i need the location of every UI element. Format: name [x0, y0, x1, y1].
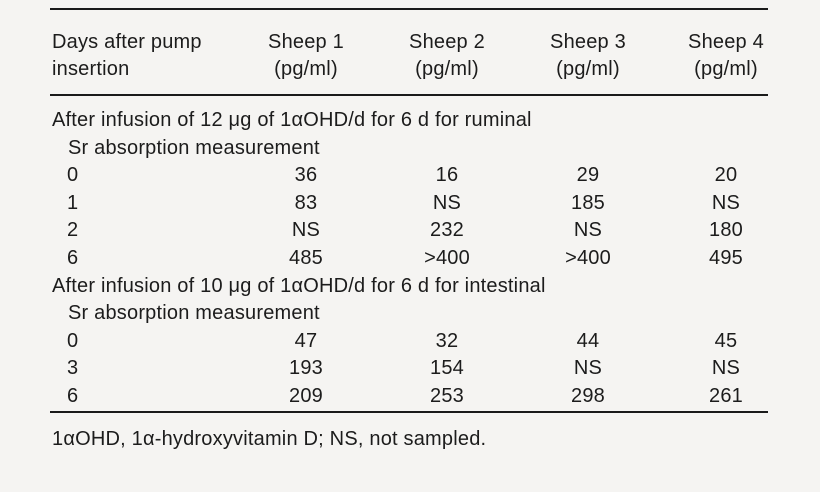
header-sheep-4-unit: (pg/ml): [694, 58, 758, 80]
header-sheep-4: Sheep 4 (pg/ml): [658, 29, 794, 83]
table-header-rule: [50, 94, 768, 96]
table-row: 3 193 154 NS NS: [50, 355, 794, 383]
value-cell: 253: [430, 384, 464, 407]
section-2-title-row: After infusion of 10 μg of 1αOHD/d for 6…: [50, 273, 794, 301]
section-1-subtitle: Sr absorption measurement: [68, 136, 320, 159]
value-cell: 154: [430, 357, 464, 380]
header-sheep-3: Sheep 3 (pg/ml): [518, 29, 658, 83]
value-cell: 32: [435, 329, 459, 352]
day-cell: 6: [67, 246, 79, 269]
section-2-subtitle: Sr absorption measurement: [68, 302, 320, 325]
table-top-rule: [50, 8, 768, 10]
value-cell: 485: [289, 246, 323, 269]
value-cell: 495: [709, 246, 743, 269]
value-cell: NS: [432, 191, 462, 214]
value-cell: 47: [294, 329, 318, 352]
value-cell: 261: [709, 384, 743, 407]
table-row: 0 36 16 29 20: [50, 162, 794, 190]
value-cell: 298: [571, 384, 605, 407]
value-cell: 232: [430, 219, 464, 242]
value-cell: 44: [576, 329, 600, 352]
header-sheep-2-unit: (pg/ml): [415, 58, 479, 80]
value-cell: >400: [424, 246, 470, 269]
header-sheep-1-name: Sheep 1: [268, 31, 344, 53]
value-cell: 209: [289, 384, 323, 407]
value-cell: NS: [711, 191, 741, 214]
table-row: 6 209 253 298 261: [50, 383, 794, 411]
value-cell: 20: [714, 164, 738, 187]
header-sheep-3-unit: (pg/ml): [556, 58, 620, 80]
day-cell: 1: [67, 191, 79, 214]
section-1-subtitle-row: Sr absorption measurement: [50, 135, 794, 163]
day-cell: 3: [67, 357, 79, 380]
day-cell: 0: [67, 329, 79, 352]
value-cell: 193: [289, 357, 323, 380]
value-cell: 29: [576, 164, 600, 187]
value-cell: 36: [294, 164, 318, 187]
value-cell: >400: [565, 246, 611, 269]
value-cell: NS: [573, 219, 603, 242]
value-cell: NS: [291, 219, 321, 242]
value-cell: NS: [573, 357, 603, 380]
table-header-row: Days after pump insertion Sheep 1 (pg/ml…: [50, 29, 794, 83]
section-2-title: After infusion of 10 μg of 1αOHD/d for 6…: [52, 274, 546, 297]
day-cell: 2: [67, 219, 79, 242]
value-cell: NS: [711, 357, 741, 380]
table-bottom-rule: [50, 411, 768, 413]
table-row: 1 83 NS 185 NS: [50, 190, 794, 218]
value-cell: 83: [294, 191, 318, 214]
day-cell: 0: [67, 164, 79, 187]
header-sheep-2: Sheep 2 (pg/ml): [376, 29, 518, 83]
value-cell: 45: [714, 329, 738, 352]
table-footnote: 1αOHD, 1α-hydroxyvitamin D; NS, not samp…: [52, 428, 487, 450]
value-cell: 16: [435, 164, 459, 187]
section-1-title-row: After infusion of 12 μg of 1αOHD/d for 6…: [50, 107, 794, 135]
header-days-after-pump: Days after pump insertion: [50, 29, 236, 83]
table-row: 2 NS 232 NS 180: [50, 217, 794, 245]
day-cell: 6: [67, 384, 79, 407]
header-sheep-3-name: Sheep 3: [550, 31, 626, 53]
table-row: 0 47 32 44 45: [50, 328, 794, 356]
section-1-title: After infusion of 12 μg of 1αOHD/d for 6…: [52, 109, 532, 131]
header-sheep-1-unit: (pg/ml): [274, 58, 338, 80]
header-sheep-4-name: Sheep 4: [688, 31, 764, 53]
table-body: After infusion of 12 μg of 1αOHD/d for 6…: [50, 107, 794, 411]
section-2-subtitle-row: Sr absorption measurement: [50, 300, 794, 328]
value-cell: 180: [709, 219, 743, 242]
header-sheep-1: Sheep 1 (pg/ml): [236, 29, 376, 83]
header-days-label-line2: insertion: [52, 58, 130, 80]
header-sheep-2-name: Sheep 2: [409, 31, 485, 53]
value-cell: 185: [571, 191, 605, 214]
header-days-label-line1: Days after pump: [52, 31, 202, 53]
table-row: 6 485 >400 >400 495: [50, 245, 794, 273]
